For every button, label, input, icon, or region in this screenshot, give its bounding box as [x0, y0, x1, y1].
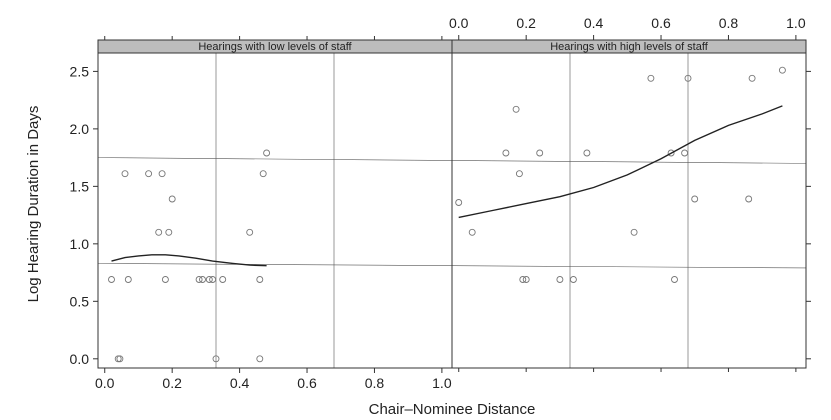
- panel-left-point-7: [156, 229, 162, 235]
- panel-right-point-19: [749, 75, 755, 81]
- panel-left-point-16: [220, 277, 226, 283]
- panel-right-point-9: [570, 277, 576, 283]
- panel-left-point-18: [257, 277, 263, 283]
- panel-right-point-14: [672, 277, 678, 283]
- panel-right-point-0: [456, 200, 462, 206]
- panel-right-point-8: [557, 277, 563, 283]
- x-tick-label-bottom-2: 0.4: [230, 375, 250, 391]
- x-tick-label-bottom-1: 0.2: [162, 375, 182, 391]
- x-tick-label-top-1: 0.2: [516, 15, 536, 31]
- y-tick-label-2: 1.0: [70, 236, 90, 252]
- y-tick-label-0: 0.0: [70, 351, 90, 367]
- panel-right-point-15: [682, 150, 688, 156]
- panel-left-strip-label: Hearings with low levels of staff: [198, 41, 352, 53]
- panel-right-point-11: [631, 229, 637, 235]
- x-tick-label-top-4: 0.8: [719, 15, 739, 31]
- y-axis-left: 0.0 0.5 1.0 1.5 2.0 2.5: [70, 63, 98, 366]
- y-tick-label-5: 2.5: [70, 63, 90, 79]
- panel-right-point-17: [692, 196, 698, 202]
- x-axis-bottom: 0.0 0.2 0.4 0.6 0.8 1.0: [95, 368, 796, 391]
- panel-right-point-7: [537, 150, 543, 156]
- panel-left-point-17: [247, 229, 253, 235]
- y-axis-right: [806, 71, 811, 358]
- panel-right-point-3: [513, 106, 519, 112]
- x-tick-label-bottom-0: 0.0: [95, 375, 115, 391]
- panel-left-point-8: [166, 229, 172, 235]
- panel-right-point-18: [746, 196, 752, 202]
- panel-left-point-0: [109, 277, 115, 283]
- x-axis-top: 0.0 0.2 0.4 0.6 0.8 1.0: [105, 15, 806, 40]
- panel-left-point-20: [260, 171, 266, 177]
- y-axis-label: Log Hearing Duration in Days: [25, 106, 42, 303]
- x-tick-label-top-0: 0.0: [449, 15, 469, 31]
- x-axis-label: Chair–Nominee Distance: [369, 401, 536, 418]
- panel-left-point-5: [146, 171, 152, 177]
- panel-right-grid: [570, 53, 688, 368]
- panel-left-point-19: [257, 356, 263, 362]
- panel-left-point-6: [159, 171, 165, 177]
- x-tick-label-bottom-4: 0.8: [365, 375, 385, 391]
- y-tick-label-4: 2.0: [70, 121, 90, 137]
- y-tick-label-1: 0.5: [70, 293, 90, 309]
- panel-right-strip-label: Hearings with high levels of staff: [550, 41, 708, 53]
- x-tick-label-top-3: 0.6: [651, 15, 671, 31]
- panel-right-point-2: [503, 150, 509, 156]
- panel-left-point-21: [264, 150, 270, 156]
- panel-left-points: [109, 150, 270, 362]
- x-tick-label-top-2: 0.4: [584, 15, 604, 31]
- x-tick-label-bottom-3: 0.6: [297, 375, 317, 391]
- x-tick-label-bottom-5: 1.0: [432, 375, 452, 391]
- x-tick-label-top-5: 1.0: [786, 15, 806, 31]
- panel-right-points: [456, 67, 786, 282]
- panel-left-point-4: [125, 277, 131, 283]
- panel-left-point-9: [162, 277, 168, 283]
- y-tick-label-3: 1.5: [70, 178, 90, 194]
- panel-left-point-3: [122, 171, 128, 177]
- panel-right-point-12: [648, 75, 654, 81]
- panel-left-frame: [98, 40, 452, 368]
- panel-right-point-4: [516, 171, 522, 177]
- panel-right-point-1: [469, 229, 475, 235]
- panel-right-point-10: [584, 150, 590, 156]
- panel-right-frame: [452, 40, 806, 368]
- panel-left-point-10: [169, 196, 175, 202]
- panel-right-point-20: [779, 67, 785, 73]
